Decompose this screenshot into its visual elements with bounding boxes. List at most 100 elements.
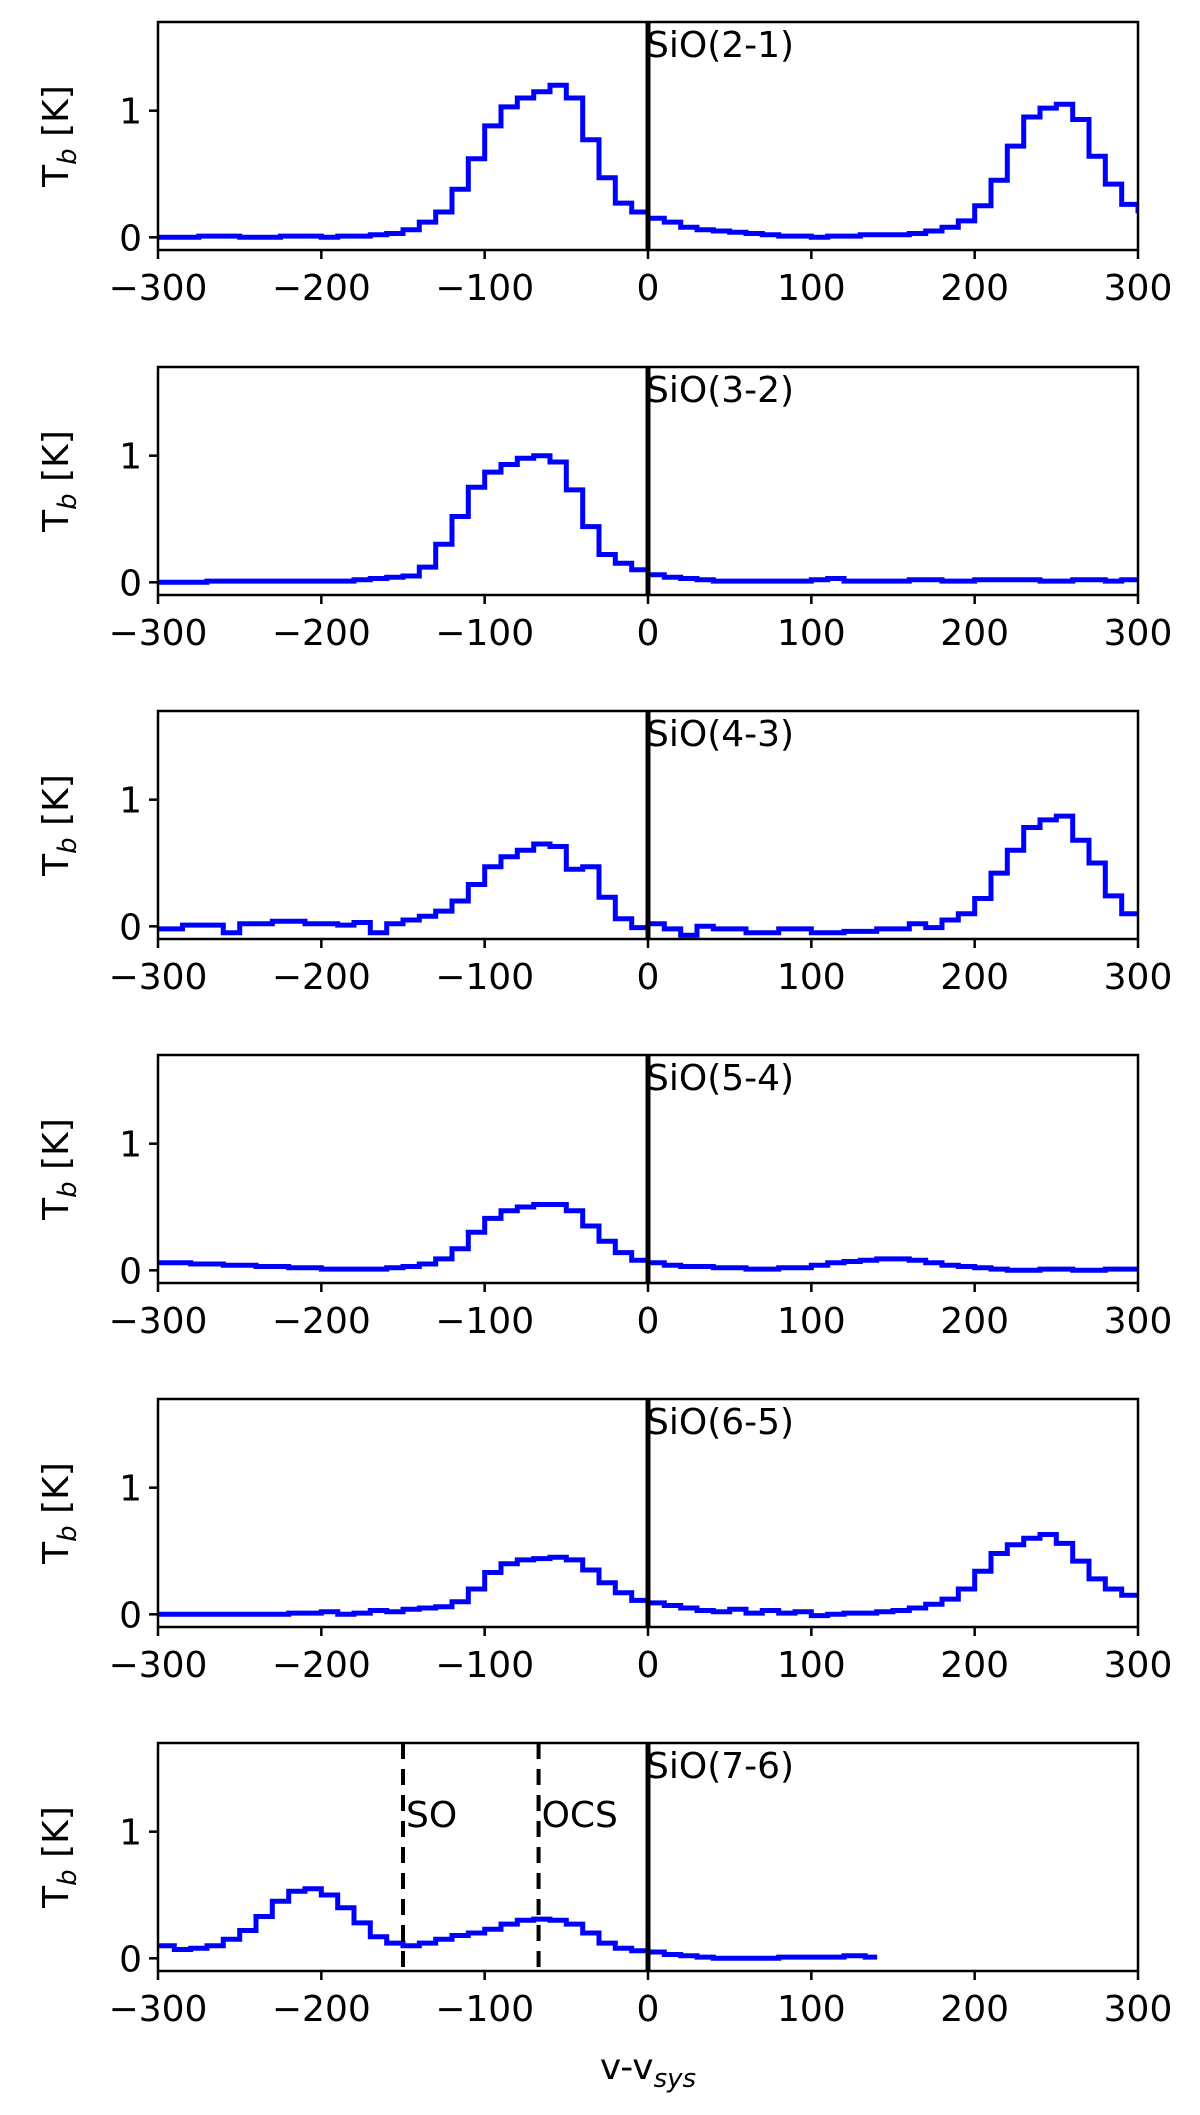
- panel-label: SiO(3-2): [646, 370, 794, 411]
- panel-label: SiO(6-5): [646, 1402, 794, 1443]
- y-tick-label: 1: [119, 1125, 142, 1166]
- x-tick-label: 200: [940, 957, 1009, 998]
- y-axis-label-unit: [K]: [36, 774, 77, 837]
- y-axis-label-unit: [K]: [36, 430, 77, 493]
- y-tick-label: 1: [119, 437, 142, 478]
- spectrum-line: [158, 82, 1138, 240]
- x-tick-label: −100: [435, 1301, 534, 1342]
- x-tick-label: 0: [637, 613, 660, 654]
- x-tick-label: 200: [940, 1301, 1009, 1342]
- x-tick-label: 300: [1104, 1301, 1173, 1342]
- y-axis-label-main: T: [36, 1197, 77, 1221]
- y-axis-label: Tb [K]: [36, 1806, 83, 1909]
- panel-2: −300 −200 −100 0 100 200 300 0 1 SiO(3-2) Tb [K]: [36, 365, 1173, 654]
- y-tick-label: 1: [119, 92, 142, 133]
- y-tick-label: 0: [119, 1251, 142, 1292]
- x-tick-label: −300: [109, 1301, 208, 1342]
- spectrum-line: [158, 1886, 878, 1961]
- x-tick-label: −200: [272, 1645, 371, 1686]
- x-tick-label: −100: [435, 268, 534, 309]
- x-tick-label: 300: [1104, 613, 1173, 654]
- x-tick-label: −300: [109, 1989, 208, 2030]
- y-tick-label: 1: [119, 781, 142, 822]
- y-axis-label: Tb [K]: [36, 430, 83, 533]
- line-marker-label: OCS: [542, 1795, 618, 1836]
- panel-5: −300 −200 −100 0 100 200 300 0 1 SiO(6-5) Tb [K]: [36, 1397, 1173, 1686]
- panel-label: SiO(2-1): [646, 25, 794, 66]
- x-tick-label: 0: [637, 1989, 660, 2030]
- y-tick-label: 0: [119, 1595, 142, 1636]
- line-marker-label: SO: [406, 1795, 457, 1836]
- y-axis-label: Tb [K]: [36, 85, 83, 188]
- x-tick-label: 200: [940, 1989, 1009, 2030]
- panel-label: SiO(5-4): [646, 1058, 794, 1099]
- x-tick-label: 300: [1104, 1645, 1173, 1686]
- x-tick-label: −200: [272, 1301, 371, 1342]
- spectrum-line: [158, 453, 1138, 585]
- y-axis-label-main: T: [36, 1885, 77, 1909]
- x-tick-label: −300: [109, 957, 208, 998]
- y-axis-label-sub: b: [53, 837, 83, 854]
- panel-3: −300 −200 −100 0 100 200 300 0 1 SiO(4-3) Tb [K]: [36, 709, 1173, 998]
- x-tick-label: −100: [435, 1645, 534, 1686]
- y-axis-label: Tb [K]: [36, 774, 83, 877]
- y-axis-label-unit: [K]: [36, 1806, 77, 1869]
- x-tick-label: 200: [940, 613, 1009, 654]
- y-axis-label-main: T: [36, 509, 77, 533]
- x-tick-label: 100: [777, 1645, 846, 1686]
- y-tick-label: 1: [119, 1469, 142, 1510]
- y-tick-label: 1: [119, 1813, 142, 1854]
- spectrum-line: [158, 1532, 1138, 1619]
- x-tick-label: 100: [777, 957, 846, 998]
- x-tick-label: 100: [777, 1989, 846, 2030]
- x-tick-label: 300: [1104, 1989, 1173, 2030]
- x-tick-label: −100: [435, 613, 534, 654]
- y-axis-label-sub: b: [53, 493, 83, 510]
- x-tick-label: 0: [637, 1645, 660, 1686]
- x-tick-label: 200: [940, 268, 1009, 309]
- x-tick-label: 0: [637, 268, 660, 309]
- x-tick-label: 300: [1104, 268, 1173, 309]
- y-axis-label-sub: b: [53, 1869, 83, 1886]
- y-axis-label-main: T: [36, 853, 77, 877]
- x-tick-label: 0: [637, 957, 660, 998]
- x-tick-label: −200: [272, 957, 371, 998]
- panel-1: −300 −200 −100 0 100 200 300 0 1 SiO(2-1) Tb [K]: [36, 20, 1173, 309]
- y-tick-label: 0: [119, 907, 142, 948]
- x-tick-label: −200: [272, 268, 371, 309]
- y-axis-label-unit: [K]: [36, 85, 77, 148]
- x-tick-label: −200: [272, 613, 371, 654]
- y-tick-label: 0: [119, 563, 142, 604]
- y-axis-label-unit: [K]: [36, 1118, 77, 1181]
- panel-6: SO OCS −300 −200 −100 0 100 200 300 0 1 SiO(7-6) Tb …: [36, 1741, 1173, 2094]
- panel-4: −300 −200 −100 0 100 200 300 0 1 SiO(5-4) Tb [K]: [36, 1053, 1173, 1342]
- x-axis-label: v-vsys: [600, 2047, 696, 2094]
- x-tick-label: −300: [109, 268, 208, 309]
- x-tick-label: −300: [109, 613, 208, 654]
- y-axis-label-main: T: [36, 1541, 77, 1565]
- y-axis-label-unit: [K]: [36, 1462, 77, 1525]
- panel-label: SiO(4-3): [646, 714, 794, 755]
- x-axis-label-main: v-v: [600, 2047, 654, 2088]
- x-tick-label: 100: [777, 613, 846, 654]
- x-tick-label: −300: [109, 1645, 208, 1686]
- y-axis-label: Tb [K]: [36, 1118, 83, 1221]
- y-axis-label-main: T: [36, 164, 77, 188]
- x-tick-label: −200: [272, 1989, 371, 2030]
- y-axis-label-sub: b: [53, 148, 83, 165]
- x-axis-label-sub: sys: [654, 2064, 696, 2094]
- y-tick-label: 0: [119, 218, 142, 259]
- y-axis-label-sub: b: [53, 1525, 83, 1542]
- x-tick-label: 0: [637, 1301, 660, 1342]
- x-tick-label: 200: [940, 1645, 1009, 1686]
- y-tick-label: 0: [119, 1939, 142, 1980]
- panel-label: SiO(7-6): [646, 1746, 794, 1787]
- x-tick-label: −100: [435, 957, 534, 998]
- x-tick-label: 100: [777, 1301, 846, 1342]
- x-tick-label: 100: [777, 268, 846, 309]
- y-axis-label-sub: b: [53, 1181, 83, 1198]
- x-tick-label: 300: [1104, 957, 1173, 998]
